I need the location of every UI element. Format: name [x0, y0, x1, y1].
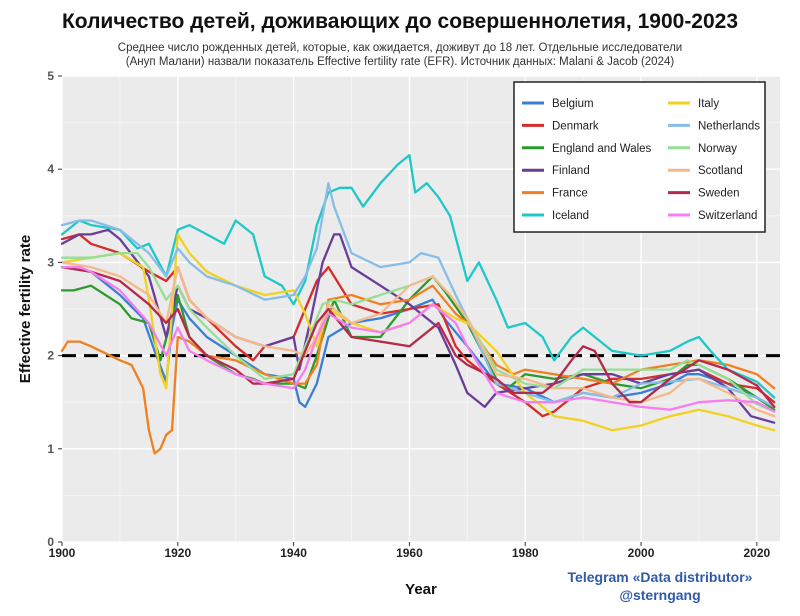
series-line-iceland — [60, 154, 776, 399]
series-line-netherlands — [60, 182, 776, 409]
series-line-finland — [60, 228, 776, 424]
legend-label-scotland: Scotland — [698, 165, 743, 177]
chart-title: Количество детей, доживающих до совершен… — [61, 10, 739, 33]
credit-handle: @sterngang — [619, 587, 701, 603]
x-tick-label: 2020 — [743, 546, 770, 560]
series-lines — [60, 154, 776, 455]
y-tick-label: 0 — [47, 535, 54, 549]
y-tick-label: 5 — [47, 69, 54, 83]
series-line-switzerland — [60, 265, 776, 413]
legend-box — [513, 81, 766, 233]
series-line-sweden — [60, 265, 776, 409]
y-tick-label: 4 — [47, 162, 54, 176]
legend-label-denmark: Denmark — [552, 120, 599, 132]
y-tick-label: 1 — [47, 442, 54, 456]
series-line-norway — [60, 251, 776, 413]
series-line-scotland — [60, 261, 776, 418]
x-tick-label: 1980 — [512, 546, 539, 560]
legend-label-netherlands: Netherlands — [698, 120, 760, 132]
y-tick-label: 3 — [47, 255, 54, 269]
x-tick-label: 1940 — [280, 546, 307, 560]
x-axis-label: Year — [405, 581, 437, 598]
x-tick-label: 1900 — [49, 546, 76, 560]
series-line-france — [60, 284, 776, 455]
legend: Belgium Denmark England and Wales Finland Fr… — [513, 81, 766, 233]
legend-label-norway: Norway — [698, 143, 737, 155]
legend-label-italy: Italy — [698, 98, 719, 110]
credit-telegram: Telegram «Data distributor» — [567, 569, 753, 585]
y-tick-label: 2 — [47, 349, 54, 363]
legend-label-iceland: Iceland — [552, 210, 589, 222]
legend-label-finland: Finland — [552, 165, 590, 177]
x-tick-label: 1920 — [164, 546, 191, 560]
y-axis-label: Effective fertility rate — [17, 235, 34, 383]
series-line-england-and-wales — [60, 275, 776, 411]
legend-label-france: France — [552, 188, 588, 200]
x-tick-label: 2000 — [628, 546, 655, 560]
chart-subtitle-line1: Среднее число рожденных детей, которые, … — [117, 42, 683, 54]
axes: 1900 1920 1940 1960 1980 2000 2020 0 1 2 3 4 5 — [47, 69, 770, 560]
x-tick-label: 1960 — [396, 546, 423, 560]
legend-label-sweden: Sweden — [698, 188, 740, 200]
legend-label-england-and-wales: England and Wales — [552, 143, 652, 155]
legend-label-switzerland: Switzerland — [698, 210, 757, 222]
chart-subtitle-line2: (Ануп Малани) назвали показатель Effecti… — [125, 56, 675, 68]
legend-label-belgium: Belgium — [552, 98, 594, 110]
